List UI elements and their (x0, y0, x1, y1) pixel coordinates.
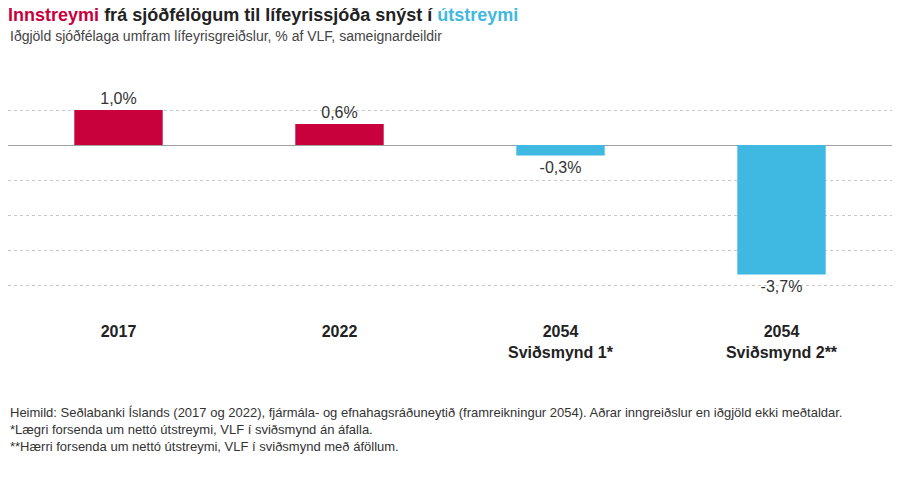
svg-text:2022: 2022 (322, 323, 358, 340)
svg-text:Iðgjöld sjóðfélaga umfram lífe: Iðgjöld sjóðfélaga umfram lífeyrisgreiðs… (10, 28, 442, 44)
svg-text:2054Sviðsmynd 1*: 2054Sviðsmynd 1* (508, 323, 614, 361)
svg-text:Innstreymi frá sjóðfélögum til: Innstreymi frá sjóðfélögum til lífeyriss… (8, 5, 518, 25)
svg-text:-0,3%: -0,3% (540, 159, 582, 176)
svg-text:-3,7%: -3,7% (761, 278, 803, 295)
svg-text:Heimild: Seðlabanki Íslands (2: Heimild: Seðlabanki Íslands (2017 og 202… (10, 405, 842, 454)
svg-text:2017: 2017 (101, 323, 137, 340)
svg-text:2054Sviðsmynd 2**: 2054Sviðsmynd 2** (726, 323, 838, 361)
svg-text:0,6%: 0,6% (321, 104, 357, 121)
svg-text:1,0%: 1,0% (100, 90, 136, 107)
